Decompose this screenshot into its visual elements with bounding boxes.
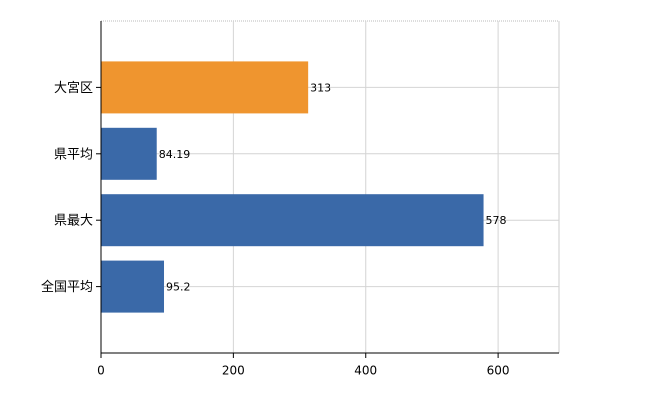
- value-label: 578: [486, 214, 507, 227]
- x-tick-label: 400: [354, 364, 377, 378]
- bar: [101, 260, 165, 313]
- value-label: 313: [310, 81, 331, 94]
- y-tick-label: 大宮区: [54, 80, 93, 96]
- bar: [101, 127, 157, 180]
- x-tick-label: 600: [487, 364, 510, 378]
- value-label: 95.2: [166, 281, 191, 294]
- y-tick-label: 県平均: [54, 147, 93, 162]
- y-tick-label: 全国平均: [41, 279, 93, 295]
- x-tick-label: 200: [222, 364, 245, 378]
- value-label: 84.19: [159, 148, 191, 161]
- y-tick-label: 県最大: [54, 214, 93, 229]
- x-tick-label: 0: [97, 364, 105, 378]
- bar: [101, 61, 309, 114]
- bar: [101, 194, 484, 247]
